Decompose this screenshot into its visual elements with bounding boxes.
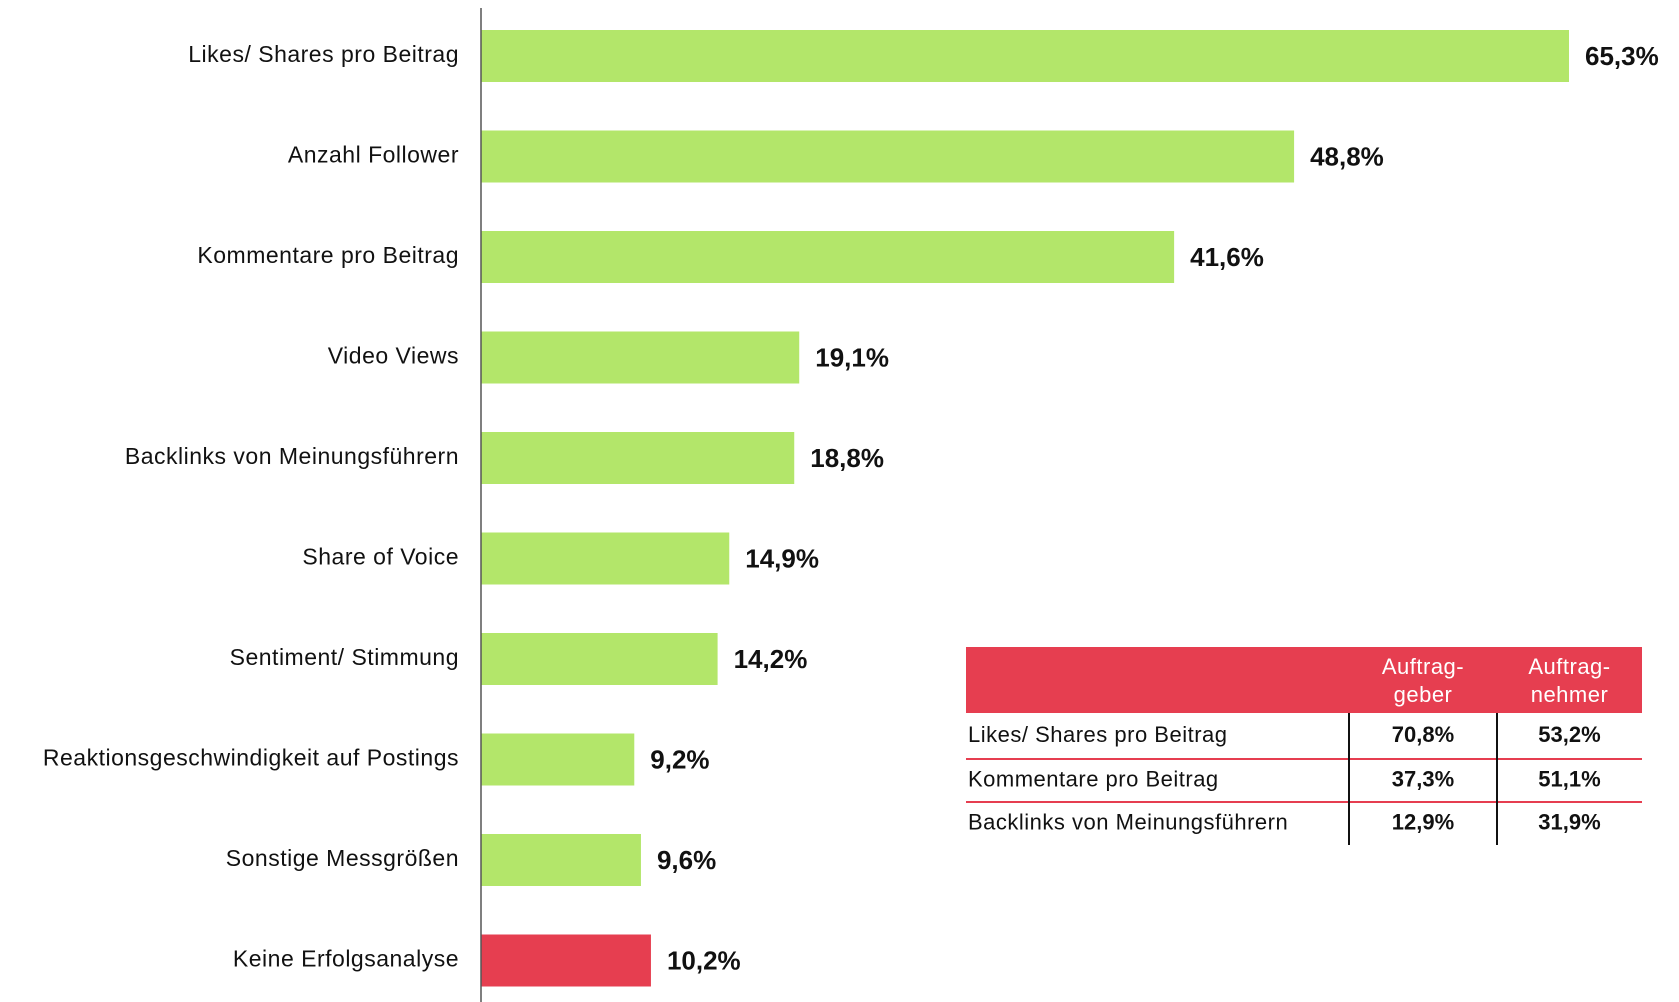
cell-value: 70,8% bbox=[1392, 722, 1454, 747]
category-label: Video Views bbox=[328, 343, 459, 369]
value-label: 14,9% bbox=[745, 543, 819, 573]
category-label: Kommentare pro Beitrag bbox=[197, 242, 459, 268]
category-label: Backlinks von Meinungsführern bbox=[125, 443, 459, 469]
bar bbox=[481, 733, 635, 786]
cell-value: 37,3% bbox=[1392, 766, 1454, 791]
bar bbox=[481, 331, 800, 384]
bar bbox=[481, 432, 795, 484]
value-label: 65,3% bbox=[1585, 41, 1659, 71]
category-label: Keine Erfolgsanalyse bbox=[233, 946, 459, 972]
category-label: Sonstige Messgrößen bbox=[226, 845, 459, 871]
row-label: Kommentare pro Beitrag bbox=[968, 766, 1219, 791]
bar bbox=[481, 30, 1569, 82]
category-label: Sentiment/ Stimmung bbox=[230, 644, 459, 670]
cell-value: 53,2% bbox=[1538, 722, 1600, 747]
cell-value: 31,9% bbox=[1538, 809, 1600, 834]
table-header bbox=[966, 647, 1642, 713]
value-label: 18,8% bbox=[810, 443, 884, 473]
value-label: 48,8% bbox=[1310, 141, 1384, 171]
bar bbox=[481, 934, 651, 987]
row-label: Backlinks von Meinungsführern bbox=[968, 809, 1288, 834]
category-label: Share of Voice bbox=[302, 544, 459, 570]
column-header: Auftrag-geber bbox=[1382, 654, 1464, 707]
row-label: Likes/ Shares pro Beitrag bbox=[968, 722, 1228, 747]
bar bbox=[481, 633, 718, 685]
value-label: 9,6% bbox=[657, 845, 716, 875]
category-label: Likes/ Shares pro Beitrag bbox=[188, 41, 459, 67]
cell-value: 12,9% bbox=[1392, 809, 1454, 834]
bar bbox=[481, 532, 730, 585]
bar bbox=[481, 231, 1175, 283]
value-label: 41,6% bbox=[1190, 242, 1264, 272]
cell-value: 51,1% bbox=[1538, 766, 1600, 791]
value-label: 19,1% bbox=[815, 342, 889, 372]
column-header: Auftrag-nehmer bbox=[1528, 654, 1610, 707]
value-label: 10,2% bbox=[667, 945, 741, 975]
category-label: Reaktionsgeschwindigkeit auf Postings bbox=[43, 745, 459, 771]
value-label: 9,2% bbox=[650, 744, 709, 774]
bar bbox=[481, 834, 641, 886]
value-label: 14,2% bbox=[734, 644, 808, 674]
bar bbox=[481, 130, 1295, 183]
category-label: Anzahl Follower bbox=[288, 142, 459, 168]
